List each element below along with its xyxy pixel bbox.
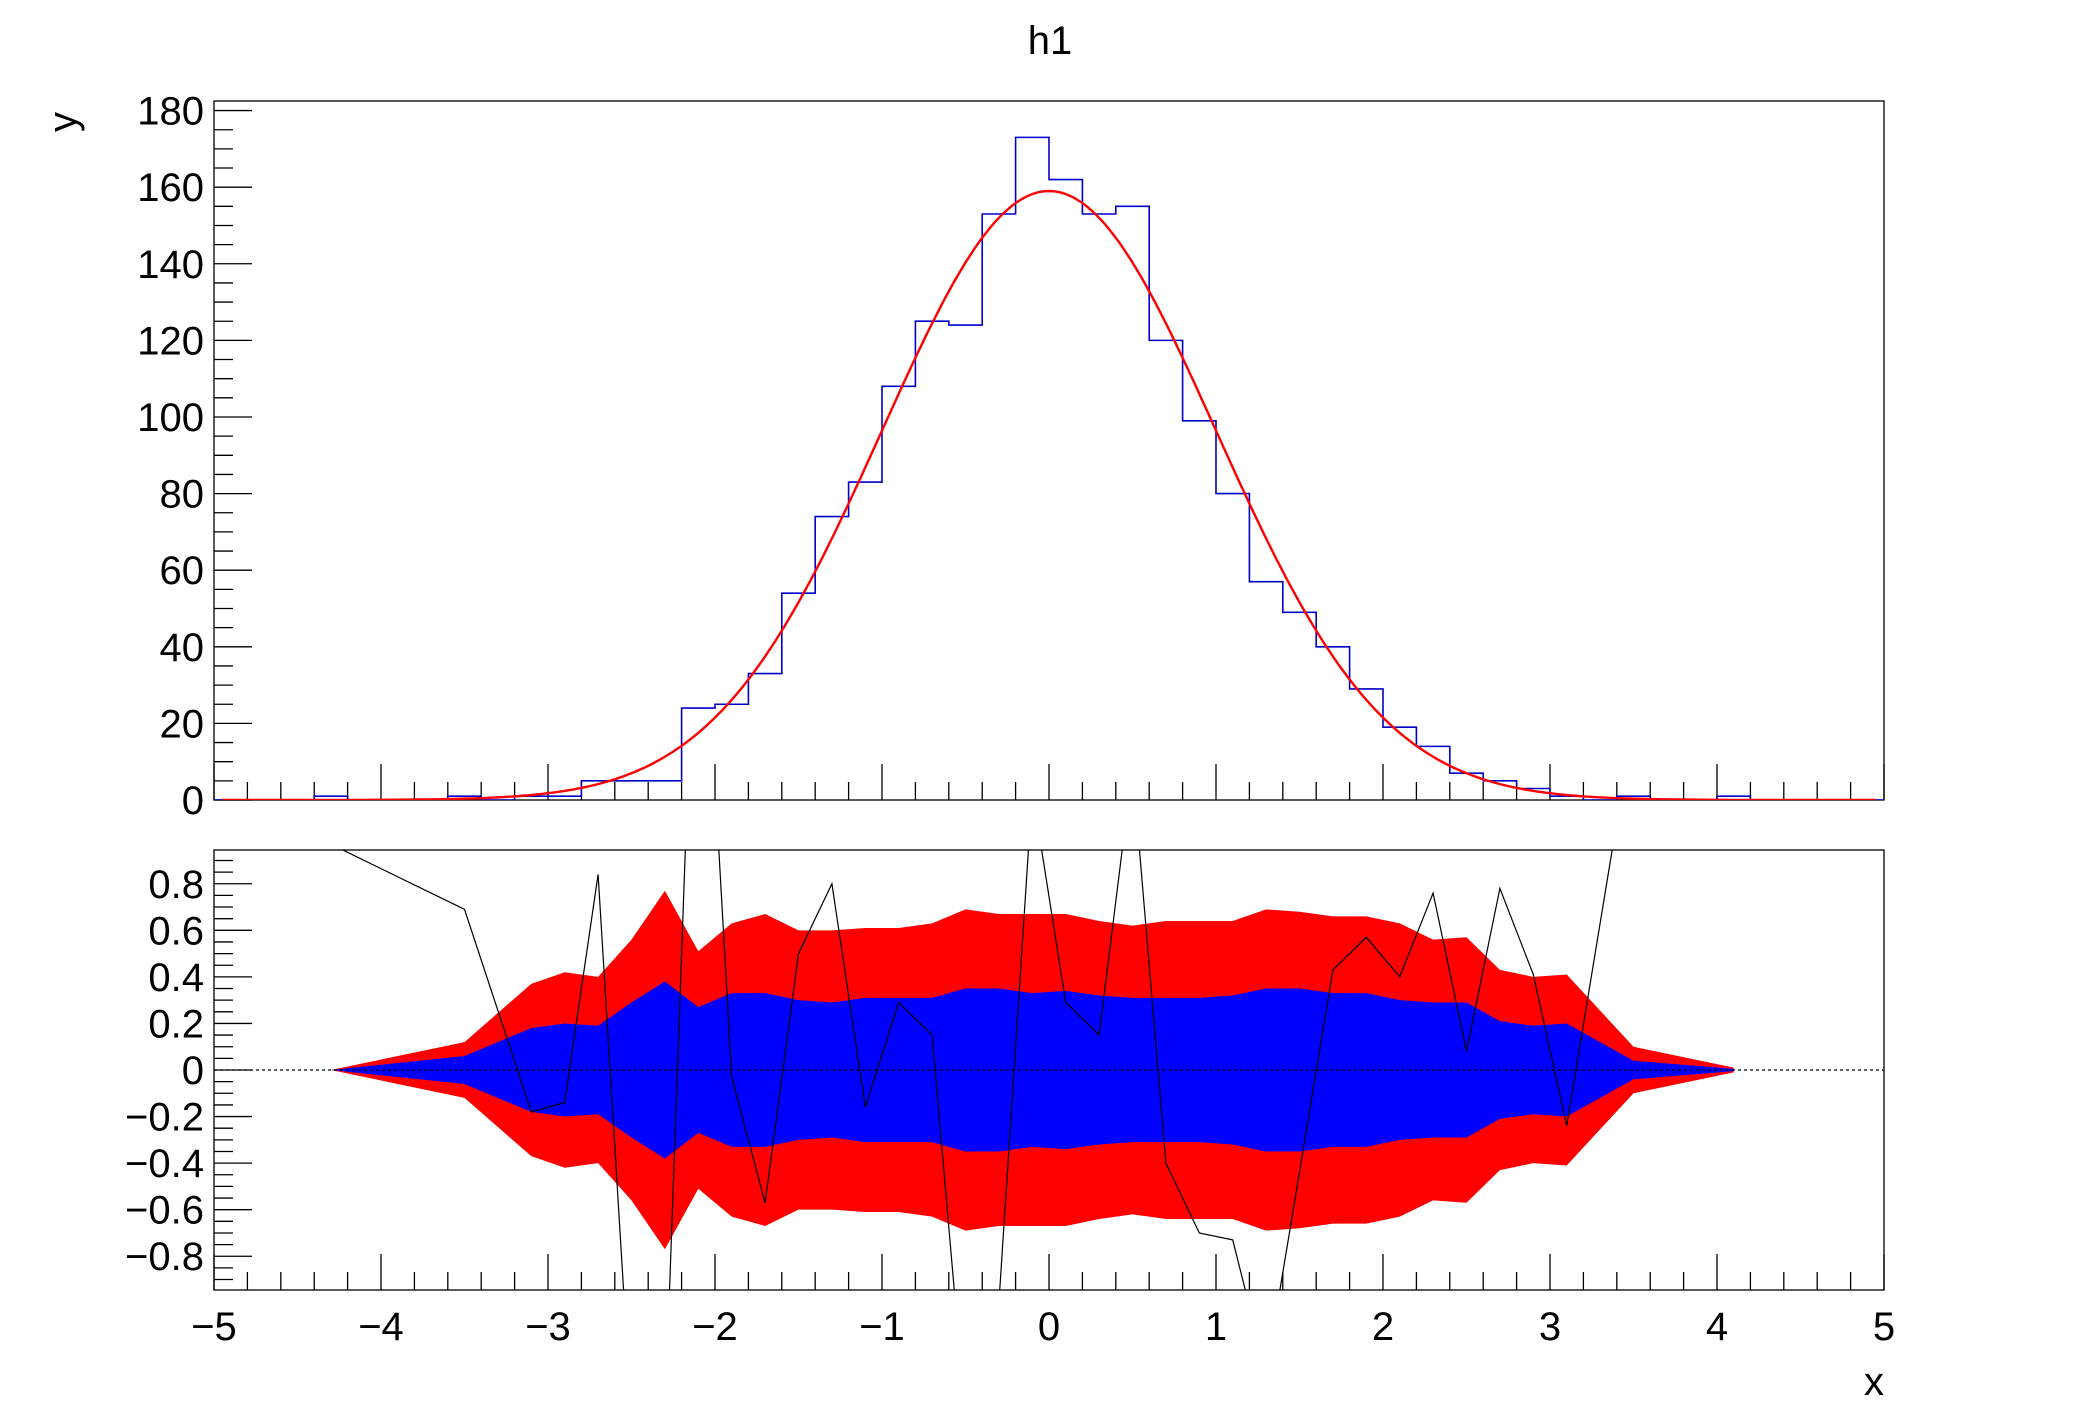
histogram-bin bbox=[715, 704, 748, 800]
histogram-bin bbox=[1016, 137, 1049, 800]
histogram-bin bbox=[882, 386, 915, 800]
y-tick-label: −0.2 bbox=[125, 1096, 204, 1140]
main-plot: 0 20 40 60 80 100 120 140 160 180 bbox=[137, 90, 1885, 823]
histogram-bin bbox=[1183, 421, 1216, 800]
plot-frame bbox=[213, 100, 1885, 801]
histogram-bin bbox=[815, 517, 848, 800]
x-tick-label: −3 bbox=[525, 1305, 571, 1349]
histogram-bin bbox=[1082, 214, 1115, 800]
histogram-bin bbox=[748, 674, 781, 800]
histogram-bin bbox=[1116, 206, 1149, 800]
chart-title: h1 bbox=[1028, 19, 1073, 63]
y-tick-label: 40 bbox=[160, 626, 205, 670]
x-tick-label: 3 bbox=[1539, 1305, 1561, 1349]
y-tick-label: 140 bbox=[137, 243, 204, 287]
y-tick-label: 60 bbox=[160, 549, 205, 593]
y-tick-label: 0.4 bbox=[148, 956, 204, 1000]
x-tick-label: 4 bbox=[1706, 1305, 1728, 1349]
y-tick-label: 180 bbox=[137, 90, 204, 134]
histogram-bin bbox=[949, 325, 982, 800]
histogram-bin bbox=[1216, 494, 1249, 800]
y-tick-label: −0.6 bbox=[125, 1189, 204, 1233]
residual-plot: 0.80.60.40.20−0.2−0.4−0.6−0.8−5 −4 −3 −2 −1 0… bbox=[125, 849, 1895, 1349]
x-tick-label: 1 bbox=[1205, 1305, 1227, 1349]
fit-curve bbox=[222, 189, 1876, 800]
y-tick-label: −0.4 bbox=[125, 1142, 204, 1186]
histogram-bin bbox=[1149, 340, 1182, 800]
y-tick-label: 20 bbox=[160, 702, 205, 746]
y-tick-label: 80 bbox=[160, 473, 205, 517]
histogram-line bbox=[214, 136, 1884, 800]
x-tick-label: −1 bbox=[859, 1305, 905, 1349]
y-axis-label: y bbox=[41, 112, 85, 132]
x-axis-label: x bbox=[1864, 1360, 1884, 1404]
histogram-bin bbox=[1416, 746, 1449, 800]
y-tick-label: 0 bbox=[182, 779, 204, 823]
histogram-bin bbox=[915, 321, 948, 800]
histogram-bin bbox=[1350, 689, 1383, 800]
y-tick-label: −0.8 bbox=[125, 1235, 204, 1279]
histogram-bin bbox=[1049, 180, 1082, 800]
histogram-bin bbox=[648, 781, 681, 800]
x-tick-label: −2 bbox=[692, 1305, 738, 1349]
residual-series bbox=[214, 850, 1884, 1290]
y-tick-label: 0.6 bbox=[148, 909, 204, 953]
histogram-bin bbox=[849, 482, 882, 800]
histogram-bin bbox=[1249, 582, 1282, 800]
main-plot-series bbox=[214, 136, 1884, 800]
y-tick-label: 160 bbox=[137, 166, 204, 210]
histogram-bin bbox=[1383, 727, 1416, 800]
y-tick-label: 120 bbox=[137, 319, 204, 363]
histogram-bin bbox=[1316, 647, 1349, 800]
x-tick-label: −5 bbox=[191, 1305, 237, 1349]
x-tick-label: −4 bbox=[358, 1305, 404, 1349]
y-tick-label: 0 bbox=[182, 1049, 204, 1093]
residual-line bbox=[341, 850, 1613, 1290]
x-tick-label: 2 bbox=[1372, 1305, 1394, 1349]
histogram-bin bbox=[982, 214, 1015, 800]
x-tick-label: 5 bbox=[1873, 1305, 1895, 1349]
y-tick-label: 0.8 bbox=[148, 863, 204, 907]
y-tick-label: 0.2 bbox=[148, 1002, 204, 1046]
x-tick-label: 0 bbox=[1038, 1305, 1060, 1349]
histogram-bin bbox=[1283, 612, 1316, 800]
histogram-bin bbox=[615, 781, 648, 800]
y-tick-label: 100 bbox=[137, 396, 204, 440]
